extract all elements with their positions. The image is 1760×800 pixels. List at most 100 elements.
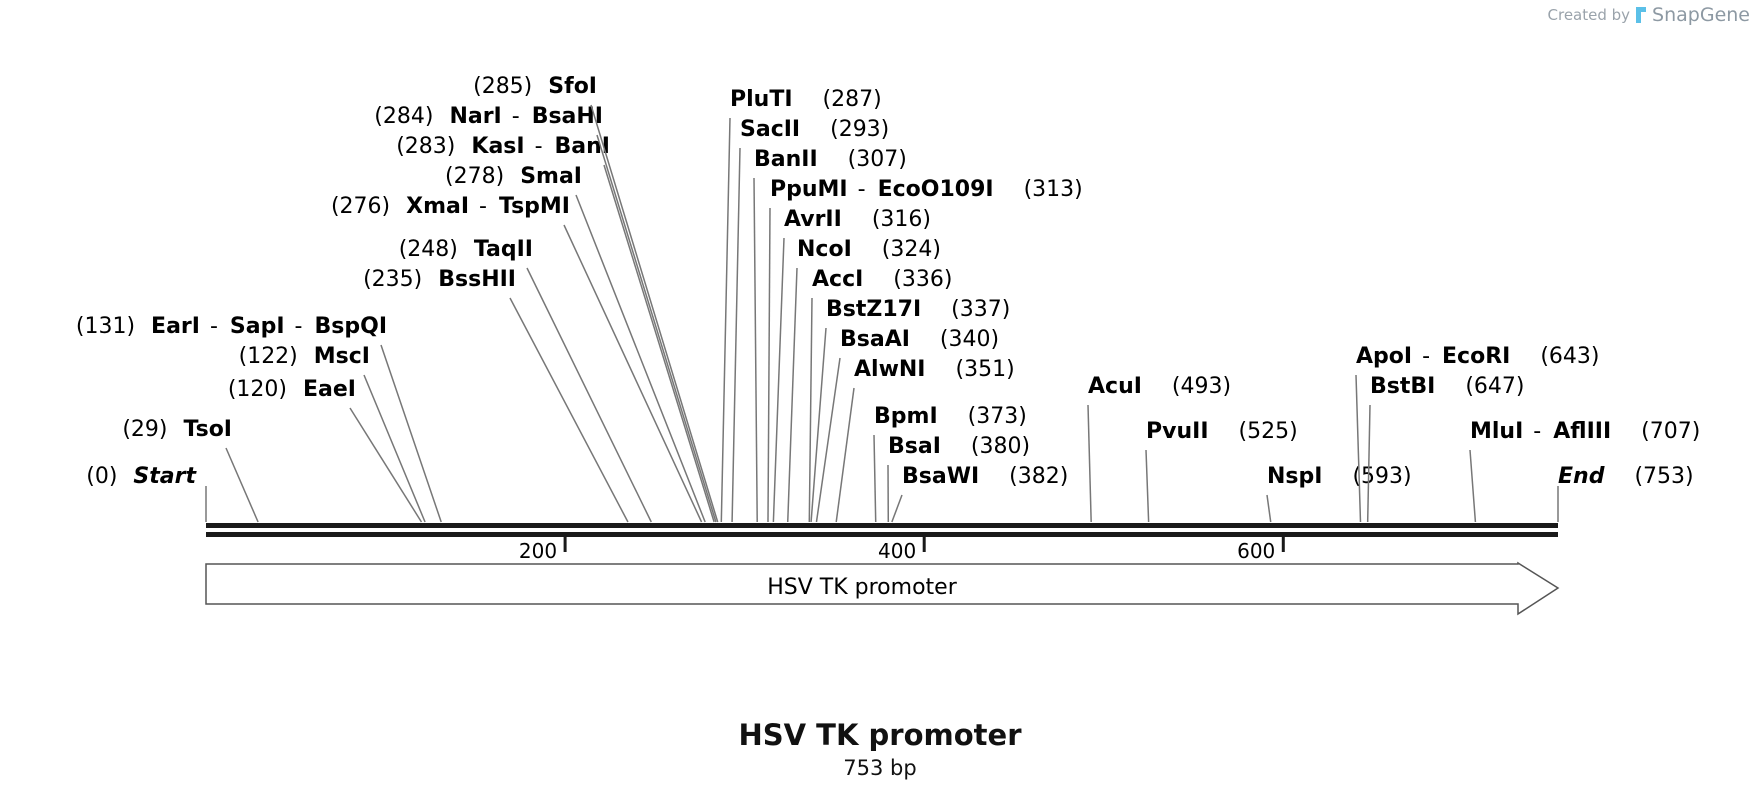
site-bstbi[interactable]: BstBI (647) xyxy=(1366,374,1525,523)
site-position: (307) xyxy=(848,147,907,172)
site-position: (278) xyxy=(445,164,504,189)
site-position: (235) xyxy=(363,267,422,292)
axis-tick: 200 xyxy=(519,537,567,563)
site-taqii[interactable]: (248) TaqII xyxy=(399,237,652,523)
site-bpmi[interactable]: BpmI (373) xyxy=(873,404,1027,523)
sequence-end-end: End (753) xyxy=(1557,464,1694,522)
enzyme-name: BssHII xyxy=(438,267,516,292)
site-position: (122) xyxy=(239,344,298,369)
enzyme-name: AflIII xyxy=(1553,419,1611,444)
site-nspi[interactable]: NspI (593) xyxy=(1266,464,1412,523)
site-leader-line xyxy=(380,344,442,523)
site-position: (284) xyxy=(374,104,433,129)
site-position: (593) xyxy=(1352,464,1411,489)
site-xmai[interactable]: (276) XmaI - TspMI xyxy=(331,194,703,523)
enzyme-name: BpmI xyxy=(874,404,938,429)
site-leader-line xyxy=(786,267,798,523)
site-position: (120) xyxy=(228,377,287,402)
sequence-length: 753 bp xyxy=(843,756,917,780)
axis-tick-mark xyxy=(922,537,926,552)
enzyme-separator: - xyxy=(295,314,303,339)
site-banii[interactable]: BanII (307) xyxy=(753,147,907,523)
end-label: End xyxy=(1558,464,1605,489)
site-bsawi[interactable]: BsaWI (382) xyxy=(891,464,1068,523)
axis-tick-mark xyxy=(563,537,567,552)
site-position: (382) xyxy=(1009,464,1068,489)
site-pluti[interactable]: PluTI (287) xyxy=(720,87,882,523)
enzyme-name: TspMI xyxy=(499,194,570,219)
feature-label: HSV TK promoter xyxy=(767,575,957,600)
enzyme-name: AcuI xyxy=(1088,374,1142,399)
site-tsoi[interactable]: (29) TsoI xyxy=(122,417,259,523)
enzyme-separator: - xyxy=(512,104,520,129)
site-bsshii[interactable]: (235) BssHII xyxy=(363,267,629,523)
site-position: (643) xyxy=(1540,344,1599,369)
site-bsai[interactable]: BsaI (380) xyxy=(887,434,1030,523)
axis-tick-mark xyxy=(1281,537,1285,552)
site-position: (380) xyxy=(971,434,1030,459)
backbone-bottom-strand xyxy=(206,532,1558,537)
site-leader-line xyxy=(815,357,841,523)
enzyme-name: SmaI xyxy=(520,164,582,189)
site-acui[interactable]: AcuI (493) xyxy=(1087,374,1231,523)
snapgene-logo-icon xyxy=(1636,7,1647,23)
enzyme-name: EcoO109I xyxy=(878,177,994,202)
site-nari[interactable]: (284) NarI - BsaHI xyxy=(374,104,717,523)
enzyme-name: ApoI xyxy=(1356,344,1412,369)
enzyme-name: AvrII xyxy=(784,207,842,232)
site-leader-line xyxy=(596,134,717,523)
site-acci[interactable]: AccI (336) xyxy=(808,267,952,523)
site-leader-line xyxy=(873,434,877,523)
site-position: (324) xyxy=(882,237,941,262)
site-position: (293) xyxy=(830,117,889,142)
site-position: (373) xyxy=(968,404,1027,429)
site-leader-line xyxy=(1366,404,1371,523)
site-leader-line xyxy=(563,224,703,523)
site-msci[interactable]: (122) MscI xyxy=(239,344,426,523)
site-smai[interactable]: (278) SmaI xyxy=(445,164,706,523)
site-leader-line xyxy=(590,104,719,523)
site-leader-line xyxy=(810,327,827,523)
enzyme-name: NcoI xyxy=(797,237,852,262)
site-alwni[interactable]: AlwNI (351) xyxy=(835,357,1015,523)
site-leader-line xyxy=(509,297,629,523)
site-position: (525) xyxy=(1239,419,1298,444)
enzyme-name: EaeI xyxy=(303,377,356,402)
enzyme-separator: - xyxy=(1422,344,1430,369)
site-bsaai[interactable]: BsaAI (340) xyxy=(815,327,999,523)
site-sacii[interactable]: SacII (293) xyxy=(731,117,889,523)
site-position: (29) xyxy=(122,417,167,442)
enzyme-name: PluTI xyxy=(730,87,793,112)
site-position: (131) xyxy=(76,314,135,339)
site-sfoi[interactable]: (285) SfoI xyxy=(473,74,719,523)
site-eari[interactable]: (131) EarI - SapI - BspQI xyxy=(76,314,442,523)
enzyme-name: BanII xyxy=(754,147,818,172)
site-bstz17i[interactable]: BstZ17I (337) xyxy=(810,297,1010,523)
site-leader-line xyxy=(1087,404,1092,523)
site-position: (493) xyxy=(1172,374,1231,399)
site-leader-line xyxy=(1355,374,1362,523)
end-position: (753) xyxy=(1634,464,1693,489)
site-eaei[interactable]: (120) EaeI xyxy=(228,377,423,523)
site-apoi[interactable]: ApoI - EcoRI (643) xyxy=(1355,344,1600,523)
site-position: (283) xyxy=(396,134,455,159)
enzyme-name: NarI xyxy=(449,104,501,129)
site-position: (285) xyxy=(473,74,532,99)
enzyme-name: MscI xyxy=(314,344,370,369)
site-leader-line xyxy=(808,297,813,523)
site-kasi[interactable]: (283) KasI - BanI xyxy=(396,134,715,523)
feature-arrow-hsv-tk-promoter[interactable]: HSV TK promoter xyxy=(205,561,1560,616)
site-position: (276) xyxy=(331,194,390,219)
site-mlui[interactable]: MluI - AflIII (707) xyxy=(1469,419,1700,523)
feature-arrow-shape xyxy=(205,561,1560,616)
site-ncoi[interactable]: NcoI (324) xyxy=(786,237,941,523)
credit-brand: SnapGene xyxy=(1652,4,1750,26)
site-ppumi[interactable]: PpuMI - EcoO109I (313) xyxy=(767,177,1083,523)
enzyme-separator: - xyxy=(1533,419,1541,444)
site-leader-line xyxy=(1266,494,1272,523)
axis-tick-label: 600 xyxy=(1237,539,1275,563)
enzyme-separator: - xyxy=(535,134,543,159)
site-avrii[interactable]: AvrII (316) xyxy=(772,207,931,523)
enzyme-name: AccI xyxy=(812,267,863,292)
site-pvuii[interactable]: PvuII (525) xyxy=(1145,419,1298,523)
